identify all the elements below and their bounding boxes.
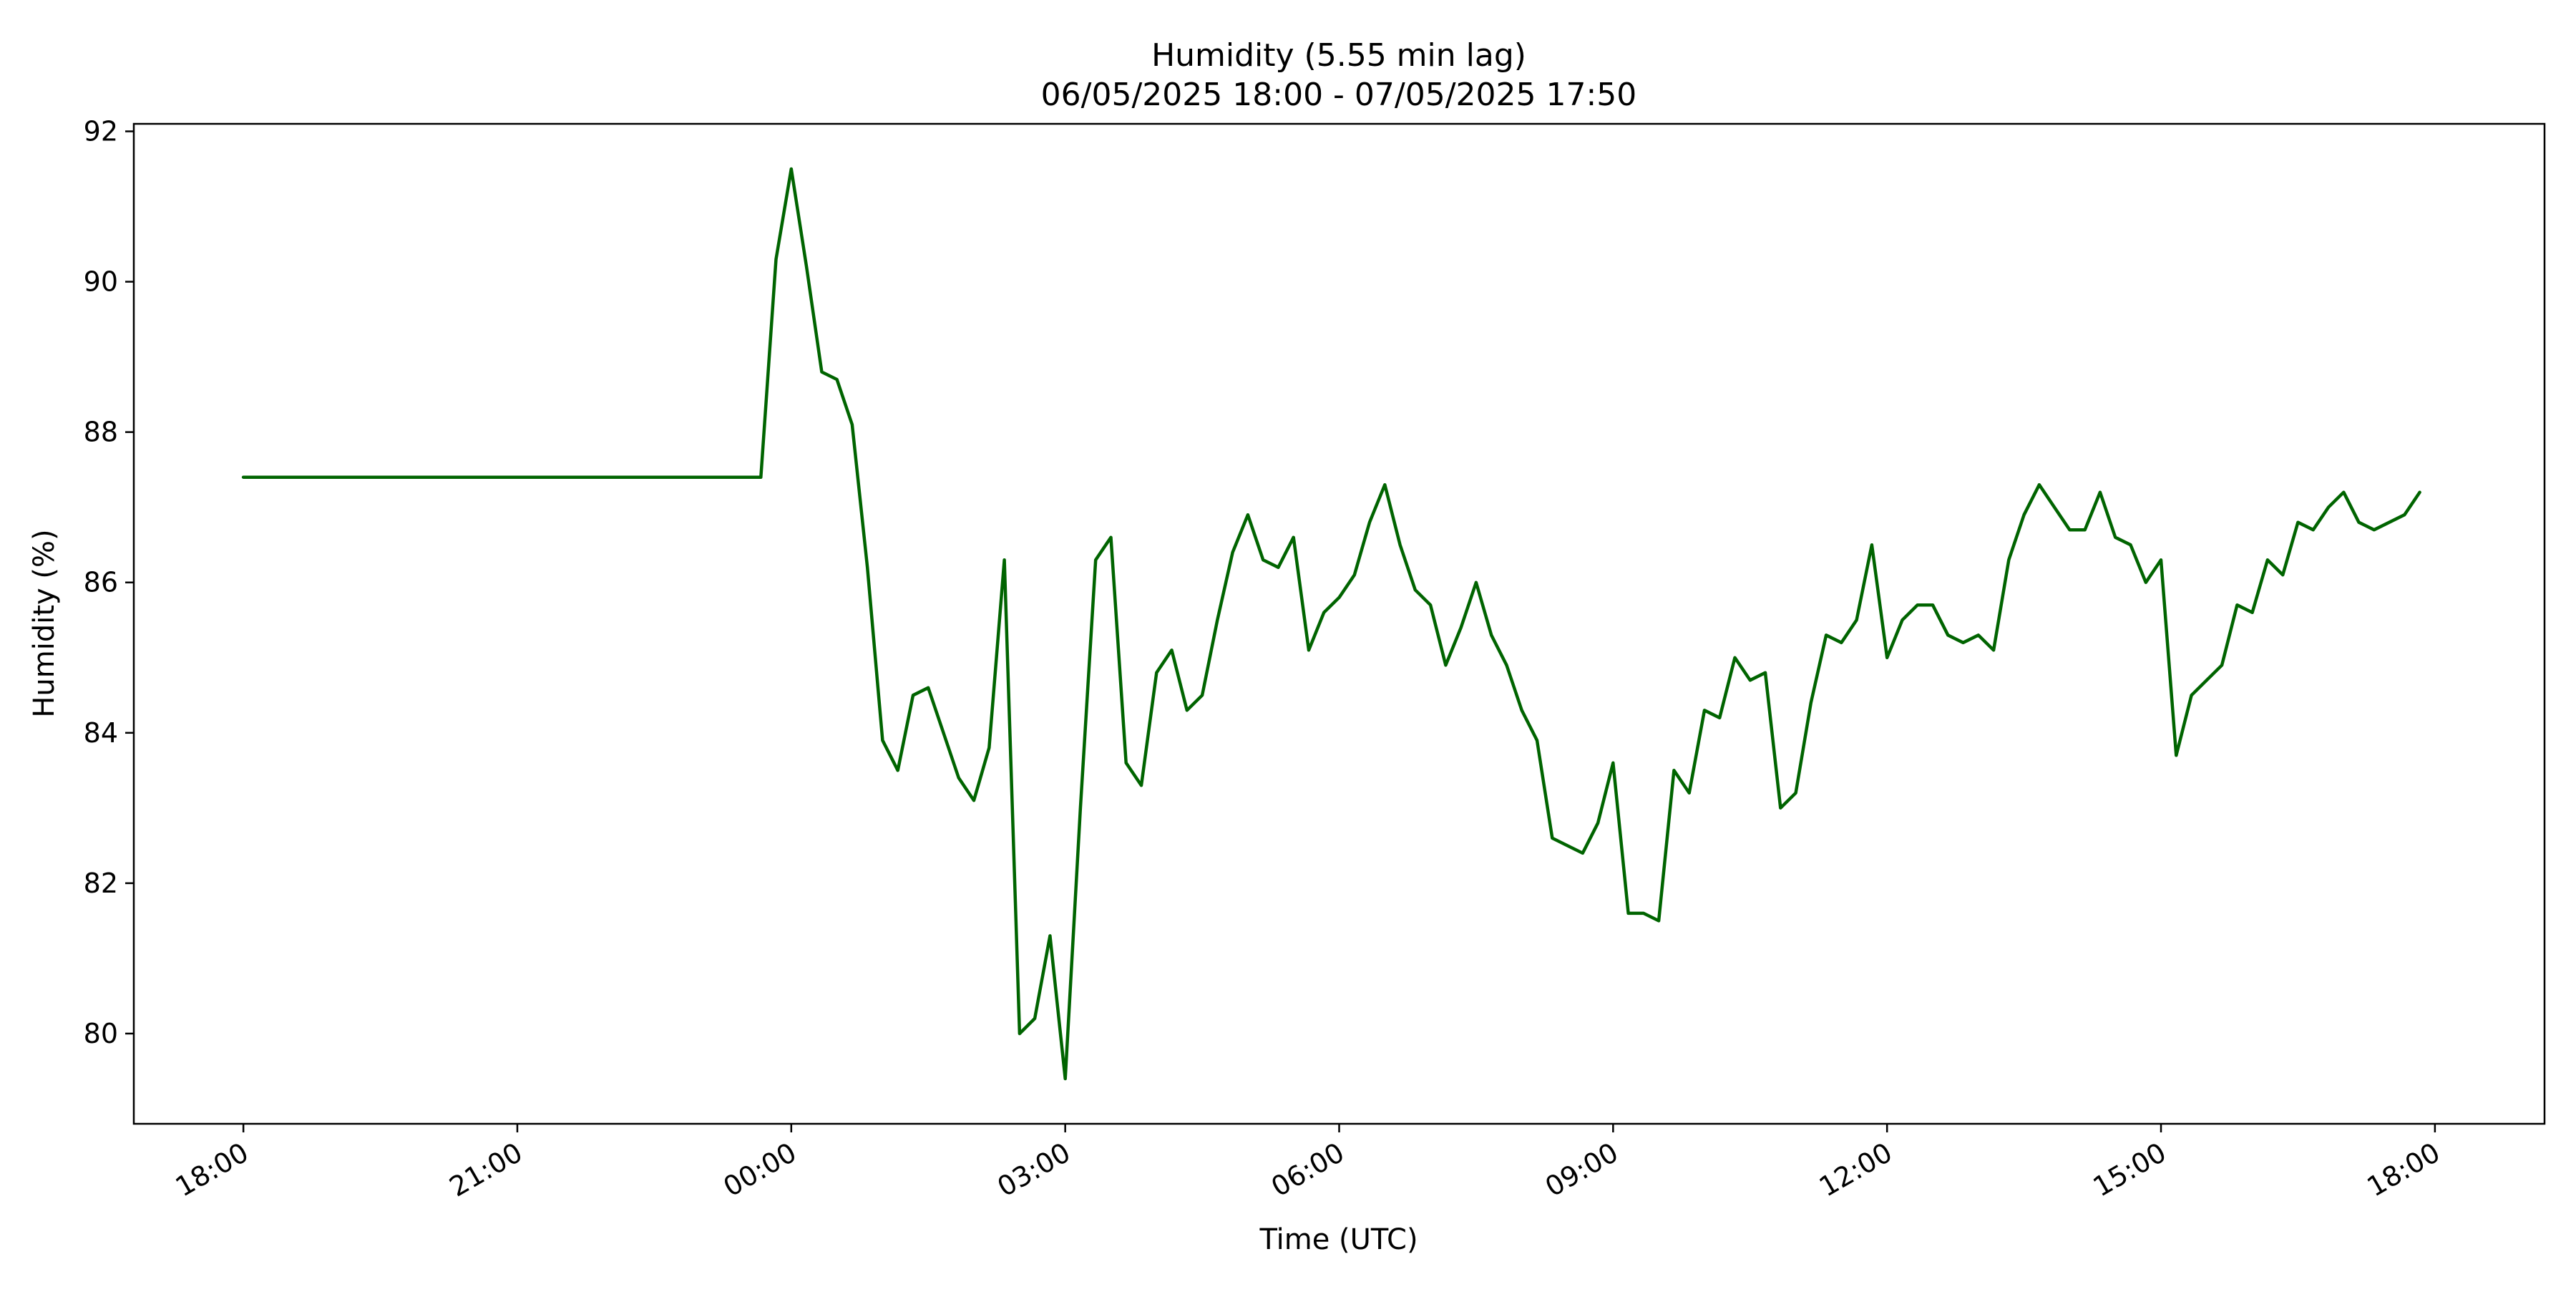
y-axis: 80 82 84 86 88 90 92 <box>84 116 134 1049</box>
y-tick-label: 88 <box>84 417 118 448</box>
x-tick-label: 00:00 <box>718 1137 801 1203</box>
x-tick-label: 15:00 <box>2088 1137 2172 1203</box>
chart-title: Humidity (5.55 min lag) <box>1151 37 1526 74</box>
y-tick-label: 86 <box>84 567 118 598</box>
y-axis-label: Humidity (%) <box>28 529 61 717</box>
y-tick-label: 92 <box>84 116 118 147</box>
x-tick-label: 06:00 <box>1266 1137 1350 1203</box>
x-tick-label: 12:00 <box>1814 1137 1898 1203</box>
x-axis-label: Time (UTC) <box>1259 1223 1418 1256</box>
plot-marks <box>241 167 2421 1081</box>
x-tick-label: 21:00 <box>444 1137 528 1203</box>
y-tick-label: 90 <box>84 266 118 298</box>
x-tick-label: 18:00 <box>170 1137 254 1203</box>
x-tick-label: 09:00 <box>1540 1137 1624 1203</box>
y-tick-label: 84 <box>84 717 118 749</box>
x-axis: 18:00 21:00 00:00 03:00 06:00 09:00 12:00 15:00… <box>170 1124 2446 1203</box>
x-tick-label: 03:00 <box>992 1137 1075 1203</box>
y-tick-label: 80 <box>84 1018 118 1049</box>
series-line <box>241 167 2421 1081</box>
x-tick-label: 18:00 <box>2362 1137 2446 1203</box>
chart-subtitle: 06/05/2025 18:00 - 07/05/2025 17:50 <box>1041 77 1637 113</box>
y-tick-label: 82 <box>84 868 118 899</box>
plot-frame <box>132 122 2546 1125</box>
